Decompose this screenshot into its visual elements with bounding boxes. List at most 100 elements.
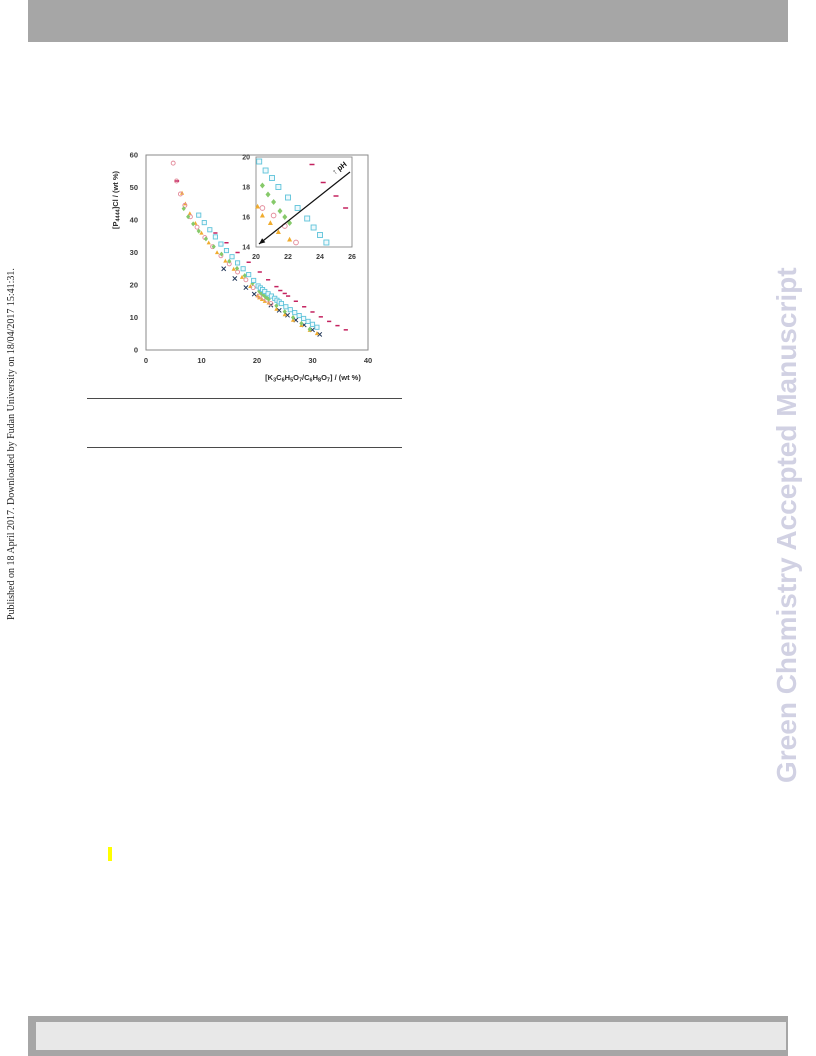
data-point xyxy=(251,291,257,297)
data-point xyxy=(276,307,282,313)
data-point xyxy=(223,247,230,254)
accepted-manuscript-watermark: Green Chemistry Accepted Manuscript xyxy=(771,267,802,783)
data-point xyxy=(292,310,298,316)
data-point xyxy=(240,266,246,272)
data-point xyxy=(235,260,241,266)
data-point xyxy=(282,312,287,317)
download-notice: Published on 18 April 2017. Downloaded b… xyxy=(6,268,17,620)
data-point xyxy=(219,251,224,257)
data-point xyxy=(182,202,188,208)
inset-data-point xyxy=(275,184,282,190)
data-point xyxy=(232,276,238,281)
x-tick-label: 30 xyxy=(308,356,316,365)
y-tick-label: 60 xyxy=(130,151,138,160)
data-point xyxy=(317,331,323,337)
data-point xyxy=(214,250,220,255)
inset-data-point xyxy=(265,191,271,198)
data-point xyxy=(257,295,262,300)
y-tick-label: 40 xyxy=(130,216,138,225)
x-tick-label: 10 xyxy=(197,356,205,365)
inset-data-point xyxy=(285,194,291,201)
data-point xyxy=(201,220,207,226)
data-point xyxy=(191,221,196,227)
inset-data-point xyxy=(267,220,273,225)
inset-data-point xyxy=(255,203,261,209)
inset-arrow xyxy=(258,171,351,245)
data-point xyxy=(218,241,224,247)
data-point xyxy=(259,290,264,296)
y-tick-label: 30 xyxy=(130,248,138,257)
y-tick-label: 10 xyxy=(130,313,138,322)
inset-data-point xyxy=(310,224,317,231)
inset-data-point xyxy=(277,208,283,214)
data-point xyxy=(246,272,252,278)
inset-data-point xyxy=(256,158,263,165)
data-point xyxy=(212,234,218,240)
data-point xyxy=(223,258,228,263)
data-point xyxy=(206,240,211,245)
highlight-mark xyxy=(108,847,112,861)
data-point xyxy=(242,273,247,279)
data-point xyxy=(314,331,320,336)
inset-data-point xyxy=(259,205,266,211)
header-bar xyxy=(28,0,788,42)
data-point xyxy=(211,244,216,250)
data-point xyxy=(274,303,279,309)
data-point xyxy=(283,304,289,310)
inset-data-point xyxy=(294,205,301,211)
inset-data-point xyxy=(269,175,275,181)
figure: 0 10 20 30 40 50 60 0 10 20 30 40 [P4444]Cl / (wt %)… xyxy=(100,140,390,390)
inset-data-point xyxy=(271,199,277,205)
inset-y-tick-label: 20 xyxy=(242,154,250,161)
y-tick-label: 0 xyxy=(134,346,138,355)
x-tick-label: 0 xyxy=(144,356,148,365)
data-point xyxy=(296,312,302,319)
data-point xyxy=(309,321,316,327)
inset-x-tick-label: 26 xyxy=(348,254,356,261)
data-point xyxy=(243,277,249,283)
data-point xyxy=(301,315,307,322)
inset-arrowhead xyxy=(259,238,266,244)
inset-x-tick-label: 22 xyxy=(284,254,292,261)
data-point xyxy=(285,312,290,318)
footer-panel xyxy=(36,1022,786,1050)
data-point xyxy=(234,265,240,271)
inset-data-point xyxy=(304,215,311,222)
data-point xyxy=(243,285,249,291)
data-point xyxy=(282,309,287,315)
data-point xyxy=(314,324,320,330)
inset-data-point xyxy=(323,239,330,246)
chart-layer: 0 10 20 30 40 50 60 0 10 20 30 40 [P4444]Cl / (wt %)… xyxy=(111,151,372,384)
data-point xyxy=(239,274,245,279)
x-tick-label: 40 xyxy=(364,356,372,365)
data-point xyxy=(278,300,284,307)
data-point xyxy=(199,230,204,235)
inset-data-point xyxy=(287,236,293,242)
y-axis-label: [P4444]Cl / (wt %) xyxy=(111,170,122,229)
data-point xyxy=(251,277,257,284)
data-point xyxy=(187,211,192,216)
data-point xyxy=(287,307,293,313)
inset-y-tick-label: 14 xyxy=(242,244,250,251)
x-tick-label: 20 xyxy=(253,356,261,365)
data-point xyxy=(181,206,186,212)
inset-data-point xyxy=(317,232,323,238)
footer-bar xyxy=(28,1016,788,1056)
y-tick-label: 50 xyxy=(130,183,138,192)
binodal-chart: 0 10 20 30 40 50 60 0 10 20 30 40 [P4444]Cl / (wt %)… xyxy=(111,151,372,384)
data-point xyxy=(231,266,236,271)
inset-data-point xyxy=(275,229,281,234)
inset-data-point xyxy=(293,239,299,246)
data-point xyxy=(264,295,270,301)
data-point xyxy=(268,301,274,306)
data-point xyxy=(256,293,262,299)
inset-data-point xyxy=(259,182,265,189)
data-point xyxy=(290,314,296,321)
inset-data-point xyxy=(259,212,265,218)
data-point xyxy=(250,285,256,291)
data-point xyxy=(177,191,183,197)
data-point xyxy=(229,254,235,260)
inset-data-point xyxy=(262,167,269,174)
data-point xyxy=(203,236,209,242)
data-point xyxy=(274,306,279,311)
